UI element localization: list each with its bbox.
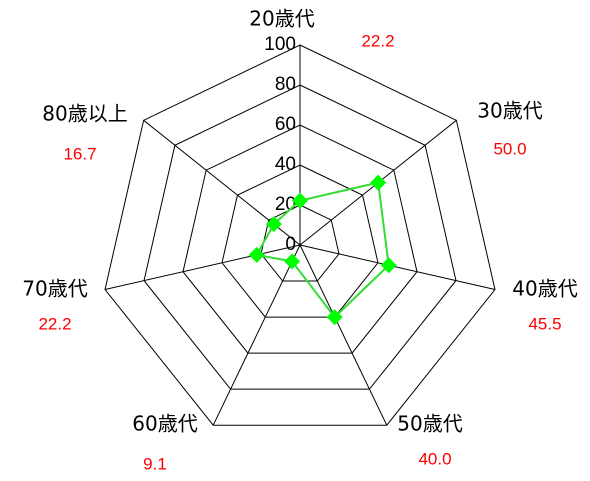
spoke: [299, 244, 496, 290]
category-label: 60歳代: [132, 412, 197, 436]
category-label: 80歳以上: [42, 102, 127, 126]
value-label: 22.2: [38, 314, 71, 333]
spoke: [212, 244, 301, 426]
grid-ring: [143, 84, 457, 390]
y-tick-label: 0: [285, 234, 296, 255]
marker: [380, 257, 397, 274]
grid-ring: [104, 44, 496, 426]
y-tick-label: 60: [275, 114, 296, 135]
spoke: [299, 244, 388, 426]
category-label: 70歳代: [22, 277, 87, 301]
category-label: 20歳代: [249, 7, 314, 31]
value-label: 9.1: [143, 454, 167, 473]
y-tick-label: 40: [275, 154, 296, 175]
spoke: [104, 244, 301, 290]
value-label: 40.0: [418, 449, 451, 468]
marker: [248, 246, 265, 263]
value-label: 22.2: [361, 31, 394, 50]
category-label: 30歳代: [477, 99, 542, 123]
category-label: 40歳代: [512, 277, 577, 301]
marker: [292, 192, 308, 209]
value-label: 50.0: [493, 139, 526, 158]
marker: [370, 174, 387, 191]
y-tick-label: 80: [275, 74, 296, 95]
y-tick-label: 100: [264, 34, 296, 55]
category-label: 50歳代: [397, 412, 462, 436]
grid-ring: [221, 164, 379, 318]
marker: [326, 309, 343, 326]
grid-ring: [182, 124, 418, 354]
value-label: 16.7: [63, 144, 96, 163]
marker: [265, 216, 282, 233]
y-tick-label: 20: [275, 194, 296, 215]
marker: [284, 253, 301, 270]
value-label: 45.5: [528, 314, 561, 333]
